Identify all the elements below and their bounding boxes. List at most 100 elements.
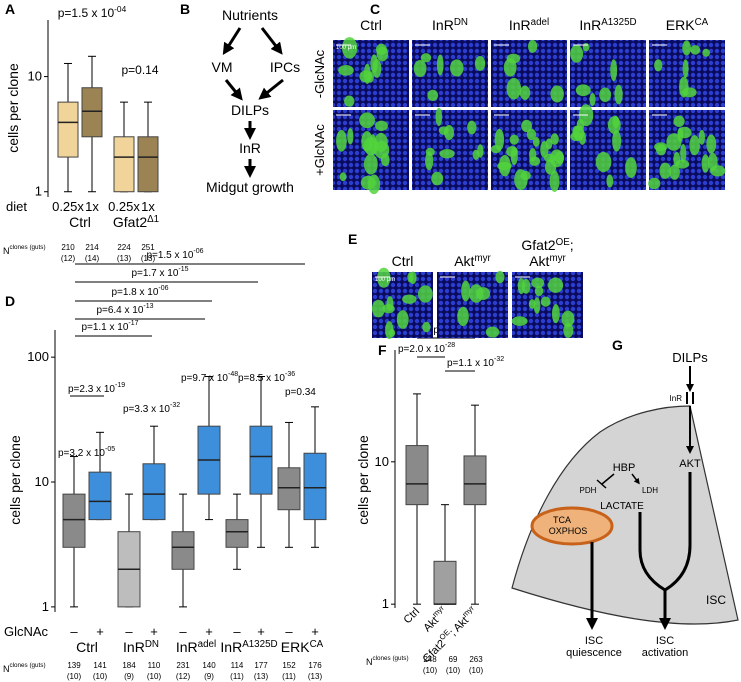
box: [197, 375, 221, 521]
gfp-clone: [359, 70, 373, 83]
column-label-part: InR: [509, 17, 531, 33]
node: InR: [239, 140, 261, 156]
outcome: quiescence: [566, 647, 622, 659]
n-guts: (13): [308, 672, 323, 681]
node: TCA: [553, 515, 571, 525]
node: LACTATE: [600, 501, 644, 512]
y-tick-label: 10: [28, 69, 42, 84]
gfp-clone: [520, 170, 531, 181]
n-count: 251: [141, 243, 155, 252]
gfp-clone: [533, 297, 541, 314]
gfp-clone: [413, 59, 427, 78]
panel-letter: A: [5, 1, 15, 17]
x-tick-label: +: [150, 624, 158, 639]
gfp-clone: [540, 296, 551, 307]
group-label-part: A1325D: [242, 639, 277, 650]
p-value: p=3.3 x 10-32: [123, 402, 180, 415]
gfp-clone: [548, 277, 564, 293]
gfp-clone: [417, 285, 433, 303]
group-label: Gfat2Δ1: [113, 214, 159, 230]
micrograph: [333, 110, 409, 195]
n-guts: (12): [61, 254, 76, 263]
gfp-clone: [485, 326, 500, 338]
gfp-clone: [439, 149, 455, 159]
group-label-part: ERK: [281, 639, 310, 655]
gfp-clone: [706, 134, 717, 154]
gfp-clone: [698, 129, 705, 145]
gfp-clone: [344, 95, 355, 107]
gfp-clone: [578, 131, 586, 145]
gfp-clone: [339, 172, 347, 182]
gfp-clone: [521, 119, 532, 133]
n-guts: (9): [124, 672, 134, 681]
node: IPCs: [270, 59, 300, 75]
arrow: [631, 473, 640, 485]
gfp-clone: [347, 128, 354, 145]
gfp-clone: [689, 135, 700, 156]
gfp-clone: [582, 42, 590, 52]
group-label: Ctrl: [76, 639, 98, 655]
gfp-clone: [526, 128, 537, 141]
p-value: p=2.0 x 10-28: [398, 342, 455, 355]
box: [113, 101, 135, 193]
pathway: [638, 512, 666, 592]
gfp-clone: [509, 134, 519, 145]
n-count: 214: [85, 243, 99, 252]
gfp-clone: [682, 40, 692, 56]
p-value-part: -06: [158, 285, 168, 292]
micrograph: [490, 110, 567, 192]
x-tick-label: –: [125, 624, 133, 639]
y-tick-label: 1: [382, 596, 389, 611]
box: [463, 404, 487, 605]
column-label-part: OE: [556, 237, 571, 248]
node: HBP: [613, 462, 636, 474]
box: [277, 421, 301, 548]
node: OXPHOS: [549, 526, 588, 536]
x-tick-label-part: ; Akt: [447, 615, 471, 639]
x-tick-label-part: Akt: [421, 615, 441, 635]
column-label-part: Akt: [529, 253, 549, 269]
box: [225, 493, 249, 570]
gfp-clone: [610, 59, 618, 82]
n-count: 141: [93, 661, 107, 670]
cell-shape: [511, 405, 739, 625]
n-label-part: clones (guts): [10, 244, 46, 251]
gfp-clone: [654, 142, 668, 152]
p-value: p=1.7 x 10-15: [131, 266, 188, 279]
gfp-clone: [554, 151, 565, 164]
gfp-clone: [336, 129, 347, 152]
p-value-part: p=2.0 x 10: [398, 344, 445, 355]
gfp-clone: [474, 56, 486, 71]
gfp-clone: [544, 159, 557, 175]
micrograph: [371, 267, 433, 340]
gfp-clone: [690, 45, 701, 55]
micrograph: [491, 39, 567, 107]
gfp-clone: [534, 285, 544, 297]
gfp-clone: [606, 174, 614, 188]
y-tick-label: 100: [27, 349, 49, 364]
gfp-clone: [561, 310, 575, 328]
gfp-clone: [666, 133, 682, 151]
n-guts: (10): [147, 672, 162, 681]
gfp-clone: [669, 164, 680, 180]
gfp-clone: [575, 84, 591, 97]
p-value: p=2.3 x 10-19: [68, 382, 125, 395]
arrow: [260, 27, 283, 55]
p-value-part: -15: [178, 266, 188, 273]
y-axis-label: cells per clone: [355, 435, 371, 525]
x-tick-label: Ctrl: [402, 606, 423, 627]
gfp-clone: [614, 84, 623, 105]
n-guts: (13): [141, 254, 156, 263]
p-value-part: -13: [143, 303, 153, 310]
column-label-part: Akt: [454, 253, 474, 269]
x-tick-label: –: [70, 624, 78, 639]
box: [62, 456, 86, 608]
gfp-clone: [376, 46, 389, 62]
gfp-clone: [550, 133, 559, 145]
group-label: Ctrl: [69, 214, 91, 230]
box: [405, 393, 429, 605]
gfp-clone: [388, 328, 396, 338]
y-axis-label: cells per clone: [7, 435, 23, 525]
column-label-part: ;: [570, 237, 574, 253]
